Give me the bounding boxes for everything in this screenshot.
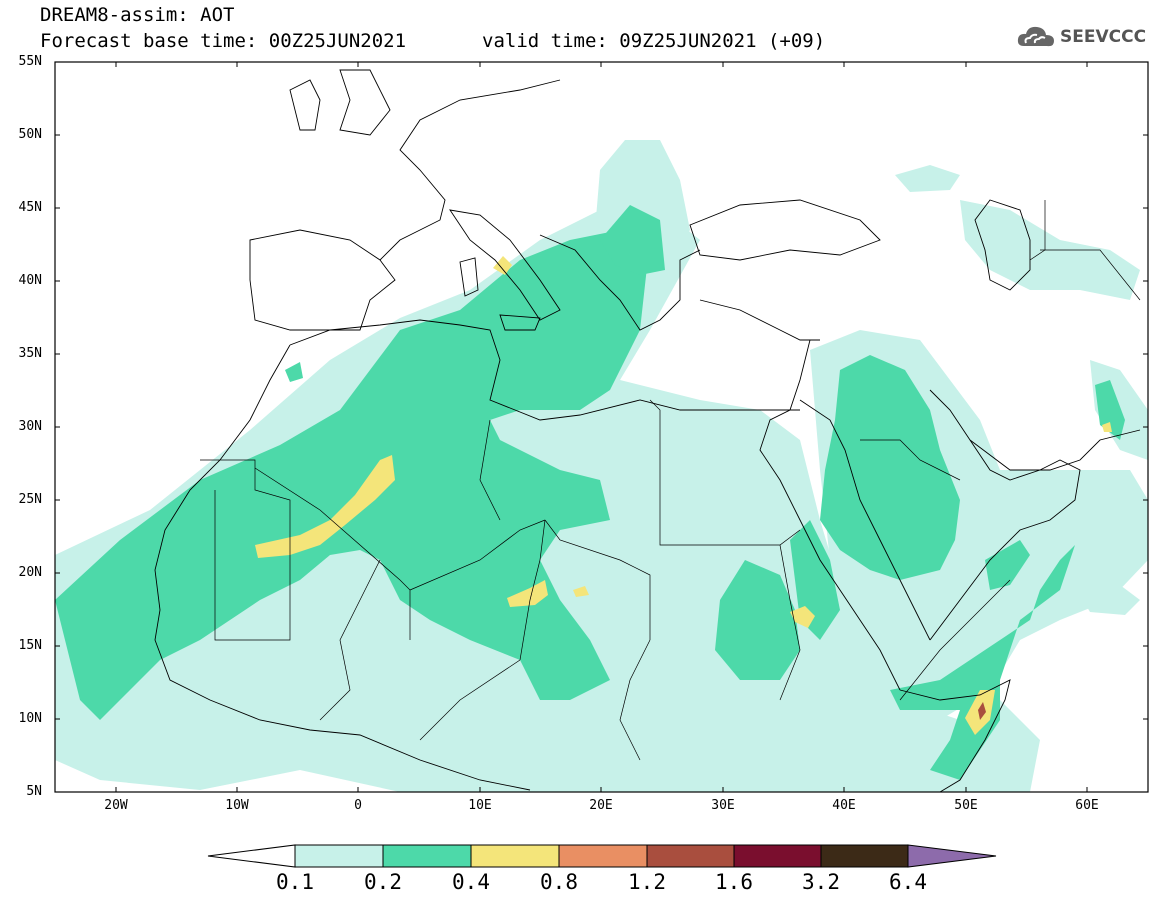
forecast-base-time: Forecast base time: 00Z25JUN2021 — [40, 30, 407, 52]
aot-contour-peak-somalia — [978, 702, 986, 720]
colorbar-low-arrow — [207, 844, 296, 868]
aot-contour-medium-sahara — [55, 230, 650, 720]
lon-label: 50E — [954, 798, 978, 813]
colorbar-swatch-5 — [646, 844, 735, 868]
colorbar-label: 1.6 — [715, 870, 753, 894]
lon-label: 40E — [832, 798, 856, 813]
lat-label: 10N — [18, 711, 42, 726]
logo-text: SEEVCCC — [1060, 27, 1147, 47]
aot-field — [55, 62, 1148, 792]
aot-contour-high-chad — [507, 580, 548, 607]
lon-ticks — [115, 62, 1088, 792]
aot-contour-high-eritrea — [790, 606, 815, 628]
aot-contour-high-gulf — [1102, 422, 1112, 432]
lat-label: 15N — [18, 638, 42, 653]
lat-label: 25N — [18, 492, 42, 507]
colorbar-label: 0.2 — [364, 870, 402, 894]
aot-contour-light-north — [895, 165, 960, 192]
lat-label: 45N — [18, 200, 42, 215]
lon-label: 0 — [354, 798, 362, 813]
lat-label: 5N — [26, 784, 42, 799]
colorbar-label: 1.2 — [628, 870, 666, 894]
aot-contour-light-arabian-sea — [1080, 585, 1140, 615]
lon-label: 10E — [468, 798, 492, 813]
aot-contour-medium-italy — [600, 205, 665, 275]
lon-label: 10W — [225, 798, 249, 813]
lat-label: 20N — [18, 565, 42, 580]
colorbar-label: 0.8 — [540, 870, 578, 894]
aot-contour-medium-canaries — [285, 362, 303, 382]
lat-label: 30N — [18, 419, 42, 434]
cloud-logo-icon — [1017, 26, 1054, 47]
colorbar-label: 0.4 — [452, 870, 490, 894]
lat-label: 55N — [18, 54, 42, 69]
aot-contour-medium-arabia — [820, 355, 960, 580]
map-title: DREAM8-assim: AOT — [40, 4, 235, 26]
lat-ticks — [55, 61, 1148, 720]
aot-contour-high-mali — [255, 455, 395, 558]
aot-contour-high-sardinia — [493, 256, 512, 275]
colorbar-swatch-3 — [470, 844, 560, 868]
lon-label: 60E — [1075, 798, 1099, 813]
colorbar-swatch-6 — [733, 844, 822, 868]
coastlines — [154, 69, 1141, 792]
aot-contour-high-chad-small — [573, 586, 589, 597]
country-borders — [200, 200, 1141, 761]
aot-contour-medium-oman — [985, 540, 1030, 590]
colorbar-swatch-4 — [558, 844, 648, 868]
colorbar-label: 3.2 — [802, 870, 840, 894]
lat-label: 40N — [18, 273, 42, 288]
aot-contour-medium-sudan — [715, 560, 800, 680]
colorbar-label: 6.4 — [889, 870, 927, 894]
lat-label: 35N — [18, 346, 42, 361]
lon-label: 20W — [104, 798, 128, 813]
lon-label: 30E — [711, 798, 735, 813]
seevccc-logo: SEEVCCC — [1016, 22, 1146, 52]
aot-contour-medium-horn — [890, 545, 1075, 780]
valid-time: valid time: 09Z25JUN2021 (+09) — [482, 30, 826, 52]
lat-label: 50N — [18, 127, 42, 142]
colorbar-swatch-1 — [294, 844, 384, 868]
colorbar-swatch-2 — [382, 844, 472, 868]
lon-label: 20E — [589, 798, 613, 813]
colorbar — [207, 844, 997, 868]
colorbar-swatch-7 — [820, 844, 909, 868]
colorbar-high-arrow — [907, 844, 997, 868]
colorbar-label: 0.1 — [276, 870, 314, 894]
